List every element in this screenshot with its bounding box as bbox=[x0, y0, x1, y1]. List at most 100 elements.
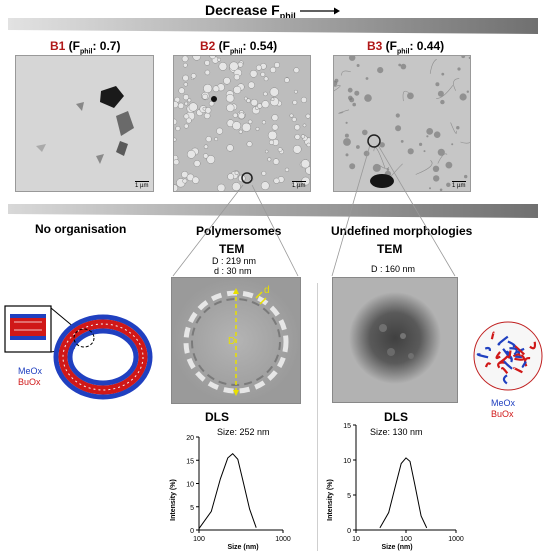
micrograph-b2-highlight bbox=[241, 172, 253, 184]
vesicle-dot bbox=[247, 81, 255, 89]
aggregate-dot bbox=[356, 64, 360, 67]
y-tick-label: 15 bbox=[186, 458, 194, 465]
aggregate-dot bbox=[437, 148, 445, 156]
top-gradient-bar bbox=[8, 18, 538, 34]
tem-image-polymersome: D d bbox=[171, 277, 301, 404]
vesicle-dot bbox=[233, 73, 241, 81]
aggregate-dot bbox=[379, 142, 385, 148]
vesicle-dot bbox=[229, 61, 239, 71]
vesicle-dot bbox=[294, 133, 301, 140]
vesicle-dot bbox=[187, 98, 192, 103]
tem-polymersome-texture: D d bbox=[172, 278, 300, 403]
aggregate-dot bbox=[433, 175, 440, 182]
bottom-gradient-bar bbox=[8, 204, 538, 218]
micrograph-b2: 1 µm bbox=[173, 55, 311, 192]
vesicle-dot bbox=[305, 166, 310, 175]
aggregate-dot bbox=[468, 56, 470, 59]
vesicle-dot bbox=[178, 87, 185, 94]
meox-chain bbox=[521, 360, 527, 368]
vesicle-dot bbox=[274, 62, 280, 68]
vesicle-dot bbox=[188, 102, 198, 112]
vesicle-dot bbox=[233, 85, 242, 94]
aggregate-dot bbox=[395, 113, 400, 118]
vesicle-dot bbox=[246, 141, 253, 148]
micrograph-b3: 1 µm bbox=[333, 55, 471, 192]
decrease-label: Decrease F bbox=[205, 2, 280, 18]
vesicle-dot bbox=[232, 121, 242, 131]
vesicle-dot bbox=[234, 170, 239, 175]
aggregate-dot bbox=[362, 129, 368, 136]
sample-id: B1 bbox=[50, 39, 66, 53]
tem-undefined-texture bbox=[333, 278, 457, 402]
meox-chain bbox=[497, 335, 509, 346]
aggregate-dot bbox=[365, 77, 369, 80]
vesicle-dot bbox=[203, 153, 209, 159]
legend-buox: BuOx bbox=[491, 409, 514, 419]
vesicle-dot bbox=[300, 159, 310, 169]
vesicle-dot bbox=[238, 129, 243, 134]
micrograph-b2-texture bbox=[174, 56, 310, 191]
vesicle-dot bbox=[302, 123, 307, 128]
vesicle-dot bbox=[177, 102, 185, 109]
aggregate-dot bbox=[377, 67, 384, 74]
micrograph-b3-texture bbox=[334, 56, 470, 191]
vesicle-dot bbox=[238, 112, 245, 120]
column-divider bbox=[317, 283, 318, 551]
vesicle-dot bbox=[227, 173, 235, 181]
sample-id: B3 bbox=[367, 39, 383, 53]
decrease-sub: phil bbox=[279, 10, 296, 21]
series-line bbox=[379, 457, 428, 529]
vesicle-dot bbox=[271, 123, 279, 131]
vesicle-dot bbox=[294, 89, 298, 94]
vesicle-dot bbox=[174, 137, 177, 142]
aggregate-dot bbox=[344, 133, 349, 138]
buox-chain bbox=[513, 366, 523, 374]
buox-chain bbox=[484, 362, 492, 368]
vesicle-dot bbox=[218, 62, 228, 71]
vesicle-dot bbox=[182, 94, 190, 101]
x-tick-label: 100 bbox=[400, 536, 412, 543]
aggregate-dot bbox=[349, 163, 356, 170]
vesicle-dot bbox=[209, 56, 216, 60]
meox-chain bbox=[507, 340, 516, 348]
vesicle-dot bbox=[267, 157, 272, 162]
vesicle-dot bbox=[247, 119, 253, 125]
aggregate-dot bbox=[400, 140, 404, 143]
vesicle-dot bbox=[270, 97, 275, 102]
vesicle-dot bbox=[241, 122, 251, 132]
aggregate-dot bbox=[426, 135, 429, 138]
fiber-line bbox=[453, 78, 460, 91]
aggregate-dot bbox=[348, 95, 353, 101]
vesicle-dot bbox=[204, 60, 210, 66]
vesicle-dot bbox=[174, 184, 179, 191]
vesicle-dot bbox=[231, 182, 241, 191]
sample-label-b3: B3 (Fphil: 0.44) bbox=[367, 39, 445, 56]
aggregate-dot bbox=[441, 72, 445, 76]
aggregate-dot bbox=[407, 148, 414, 155]
vesicle-dot bbox=[202, 106, 207, 111]
vesicle-dot bbox=[284, 77, 290, 83]
decrease-arrow-icon bbox=[300, 7, 340, 15]
aggregate-dot bbox=[435, 82, 440, 87]
y-tick-label: 10 bbox=[186, 482, 194, 489]
y-tick-label: 0 bbox=[190, 528, 194, 535]
vesicle-dot bbox=[175, 125, 181, 132]
micrograph-b3-highlight bbox=[367, 134, 381, 148]
fiber-line bbox=[341, 70, 351, 76]
zoom-guides bbox=[172, 144, 456, 277]
sample-label-b1: B1 (Fphil: 0.7) bbox=[50, 39, 121, 56]
fiber-line bbox=[460, 141, 470, 144]
vesicle-dot bbox=[293, 67, 300, 74]
vesicle-dot bbox=[269, 66, 277, 74]
vesicle-dot bbox=[174, 159, 180, 166]
vesicle-dot bbox=[212, 85, 220, 93]
vesicle-dot bbox=[182, 178, 188, 184]
decrease-header: Decrease Fphil bbox=[205, 2, 296, 21]
scale-bar: 1 µm bbox=[452, 181, 466, 189]
buox-chain bbox=[514, 354, 526, 361]
vesicle-dot bbox=[190, 73, 197, 79]
legend-meox: MeOx bbox=[18, 366, 43, 376]
scale-bar: 1 µm bbox=[292, 181, 306, 189]
vesicle-dot bbox=[260, 181, 270, 191]
aggregate-dot bbox=[354, 90, 360, 96]
